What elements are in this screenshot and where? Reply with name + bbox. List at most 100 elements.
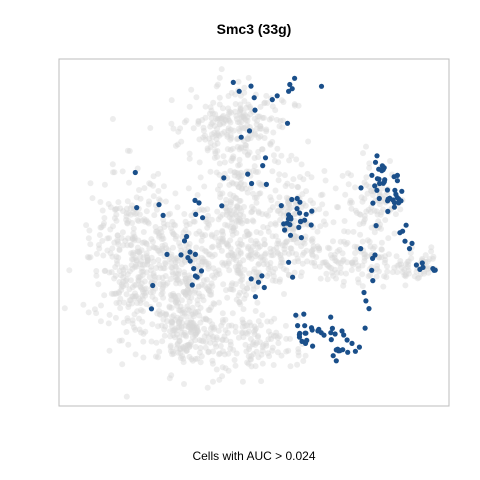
background-cell-point [264, 224, 271, 231]
background-cell-point [93, 250, 100, 257]
background-cell-point [178, 329, 185, 336]
background-cell-point [232, 101, 239, 107]
background-cell-point [180, 344, 187, 351]
background-cell-point [227, 341, 234, 348]
background-cell-point [116, 247, 123, 254]
background-cell-point [364, 190, 371, 197]
background-cell-point [202, 114, 209, 121]
background-cell-point [157, 265, 164, 272]
background-cell-point [265, 265, 272, 272]
background-cell-point [264, 100, 271, 106]
background-cell-point [152, 224, 159, 230]
background-cell-point [128, 242, 135, 249]
background-cell-point [196, 228, 203, 235]
background-cell-point [378, 254, 385, 261]
background-cell-point [379, 185, 386, 192]
background-cell-point [290, 226, 297, 232]
background-cell-point [111, 215, 118, 222]
background-cell-point [294, 239, 301, 246]
background-cell-point [347, 200, 353, 206]
background-cell-point [254, 299, 261, 306]
background-cell-point [209, 360, 216, 367]
background-cell-point [250, 282, 257, 289]
background-cell-point [339, 250, 346, 257]
background-cell-point [268, 252, 275, 259]
background-cell-point [288, 204, 295, 211]
background-cell-point [359, 198, 366, 205]
background-cell-point [286, 206, 293, 212]
background-cell-point [348, 205, 355, 212]
highlighted-cell-point [403, 222, 409, 228]
background-cell-point [207, 168, 214, 175]
background-cell-point [158, 236, 165, 243]
background-cell-point [264, 350, 271, 357]
background-cell-point [132, 351, 139, 358]
background-cell-point [118, 284, 125, 290]
background-cell-point [222, 221, 229, 228]
background-cell-point [293, 156, 300, 163]
background-cell-point [237, 144, 244, 151]
background-cell-point [169, 323, 175, 330]
background-cell-point [370, 245, 377, 252]
background-cell-point [126, 268, 133, 275]
background-cell-point [247, 104, 253, 110]
background-cell-point [127, 241, 134, 248]
background-cell-point [234, 240, 241, 247]
background-cell-point [185, 306, 192, 313]
background-cell-point [242, 233, 248, 240]
background-cell-point [142, 218, 149, 225]
highlighted-cell-point [278, 203, 284, 209]
background-cell-point [330, 219, 337, 226]
background-cell-point [208, 107, 215, 114]
background-cell-point [257, 339, 264, 346]
background-cell-point [126, 179, 132, 186]
background-cell-point [253, 325, 259, 332]
background-cell-point [112, 264, 119, 270]
background-cell-point [168, 318, 175, 325]
background-cell-point [192, 308, 199, 315]
background-cell-point [235, 78, 242, 85]
background-cell-point [302, 202, 309, 209]
background-cell-point [172, 235, 179, 242]
background-cell-point [244, 359, 251, 366]
background-cell-point [251, 115, 258, 122]
background-cell-point [277, 252, 284, 258]
background-cell-point [180, 289, 187, 295]
background-cell-point [248, 353, 255, 359]
background-cell-point [119, 168, 126, 175]
background-cell-point [218, 247, 225, 254]
background-cell-point [375, 268, 382, 275]
background-cell-point [234, 203, 241, 210]
background-cell-point [254, 117, 261, 124]
background-cell-point [130, 230, 137, 237]
background-cell-point [269, 233, 276, 240]
background-cell-point [233, 203, 240, 210]
background-cell-point [153, 265, 160, 271]
background-cell-point [135, 277, 142, 284]
background-cell-point [251, 155, 258, 161]
background-cell-point [336, 246, 343, 253]
highlighted-cell-point [370, 255, 376, 261]
background-cell-point [227, 132, 234, 139]
background-cell-point [281, 172, 288, 179]
background-cell-point [266, 116, 273, 123]
highlighted-cell-point [230, 79, 236, 85]
background-cell-point [289, 249, 296, 256]
background-cell-point [255, 148, 262, 155]
background-cell-point [258, 378, 265, 385]
background-cell-point [190, 313, 197, 320]
background-cell-point [208, 231, 215, 238]
background-cell-point [235, 219, 242, 225]
background-cell-point [366, 238, 373, 245]
background-cell-point [174, 204, 181, 211]
highlighted-cell-point [238, 134, 244, 140]
background-cell-point [174, 314, 181, 321]
background-cell-point [294, 255, 301, 262]
highlighted-cell-point [361, 289, 367, 296]
background-cell-point [339, 258, 346, 264]
background-cell-point [187, 324, 194, 331]
background-cell-point [232, 328, 239, 335]
background-cell-point [291, 102, 298, 109]
background-cell-point [252, 363, 259, 370]
background-cell-point [425, 269, 432, 276]
